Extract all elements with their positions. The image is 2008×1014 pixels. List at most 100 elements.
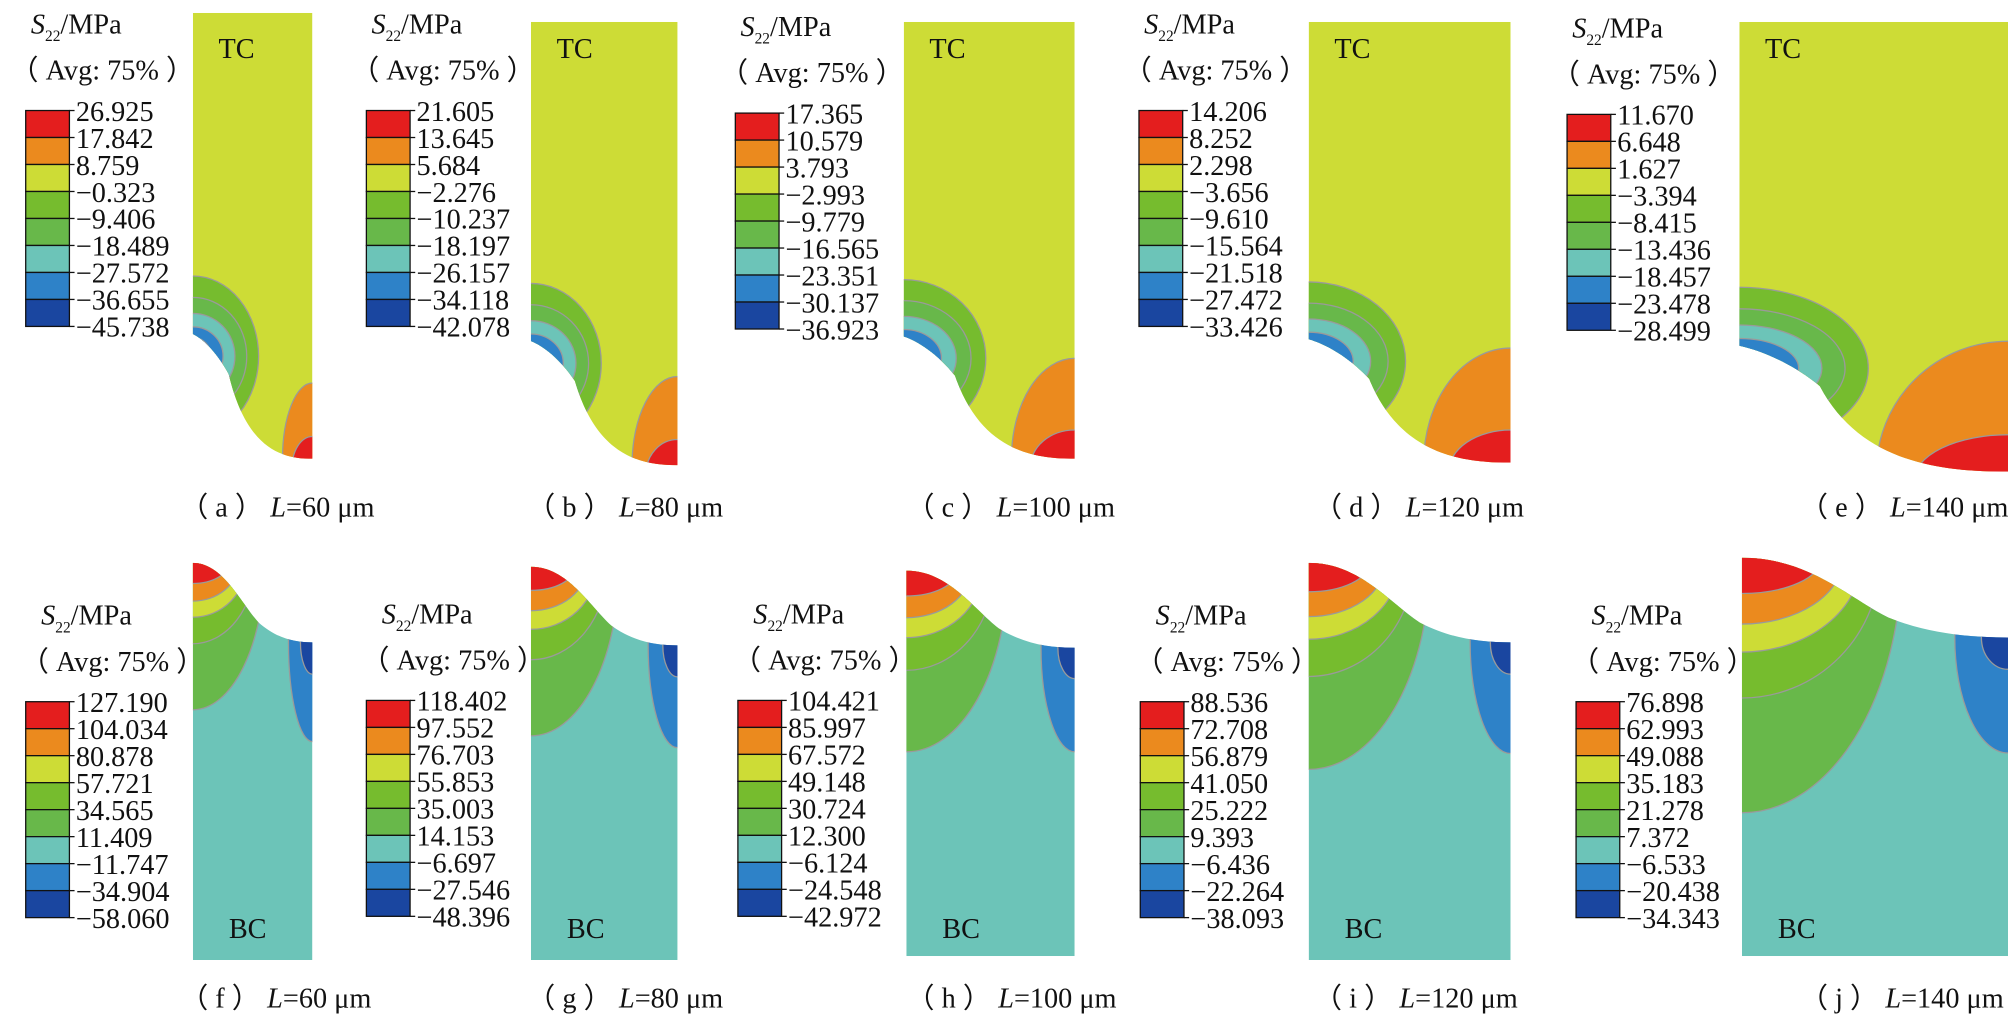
legend-title-subscript: 22 — [1606, 619, 1621, 636]
legend-swatch — [734, 193, 780, 222]
contour-band — [1741, 557, 1903, 814]
caption-value: 80 — [651, 493, 679, 524]
region-label: TC — [557, 34, 593, 65]
legend-title-symbol: S — [1572, 13, 1586, 44]
legend-title-unit: /MPa — [1602, 13, 1664, 44]
contour-band — [1489, 609, 1511, 675]
caption-variable: L — [1405, 493, 1422, 524]
legend-value: −23.478 — [1617, 290, 1711, 321]
legend-value: −23.351 — [785, 261, 879, 292]
legend-title: S22/MPa — [382, 599, 473, 635]
caption-value: 100 — [1028, 493, 1070, 524]
legend-title-subscript: 22 — [386, 28, 401, 45]
legend-swatch — [25, 755, 71, 784]
legend-value: 8.252 — [1189, 124, 1253, 155]
caption-paren-close: ） — [1843, 983, 1885, 1014]
legend-swatch — [1139, 862, 1185, 892]
legend-value: −18.197 — [417, 232, 511, 263]
legend-title-subscript: 22 — [767, 618, 782, 635]
legend-swatch — [1575, 728, 1621, 757]
contour-band — [1029, 429, 1075, 459]
legend-value: −27.572 — [76, 259, 170, 290]
legend-value: 14.153 — [417, 822, 495, 853]
legend-swatch — [1566, 248, 1612, 277]
caption-letter: a — [215, 493, 228, 524]
legend-title-unit: /MPa — [401, 9, 463, 40]
legend-swatch — [25, 163, 71, 193]
color-legend: S22/MPa （ Avg: 75% ） 118.40297.55276.70355… — [361, 599, 545, 933]
color-legend: S22/MPa （ Avg: 75% ） 104.42185.99767.57249… — [733, 599, 917, 933]
caption-space — [1480, 493, 1487, 524]
legend-value: 11.409 — [76, 823, 153, 854]
legend-swatch — [1139, 701, 1185, 730]
legend-title-symbol: S — [1156, 601, 1170, 632]
legend-swatch — [365, 888, 411, 917]
contour-band — [192, 562, 239, 602]
color-legend: S22/MPa （ Avg: 75% ） 14.2068.2522.298−3.65… — [1124, 9, 1308, 343]
legend-value: −11.747 — [76, 850, 169, 881]
legend-swatch — [365, 807, 411, 837]
caption-value: 100 — [1030, 984, 1072, 1014]
contour-band — [645, 438, 678, 466]
caption-equals: = — [286, 493, 302, 524]
legend-swatch — [365, 163, 411, 193]
legend-swatch — [737, 834, 783, 863]
legend-swatch — [25, 298, 71, 328]
panel-caption: （ d ） L=120 μm — [1314, 492, 1524, 524]
caption-variable: L — [1889, 493, 1906, 524]
caption-variable: L — [618, 493, 635, 524]
legend-value: 12.300 — [788, 822, 866, 853]
contour-band — [192, 562, 266, 711]
legend-averaging: （ Avg: 75% ） — [21, 646, 205, 678]
legend-value: −30.137 — [785, 288, 879, 319]
legend-value: −34.118 — [417, 286, 510, 317]
legend-value: 10.579 — [785, 126, 863, 157]
caption-space — [1072, 984, 1079, 1014]
legend-value: 26.925 — [76, 97, 154, 128]
region-label: TC — [1334, 34, 1370, 65]
legend-title: S22/MPa — [1156, 601, 1247, 637]
caption-space — [1964, 493, 1971, 524]
caption-paren-open: （ — [1314, 983, 1349, 1014]
legend-title: S22/MPa — [1591, 601, 1682, 637]
legend-value: 127.190 — [76, 688, 168, 719]
legend-swatch — [365, 109, 411, 139]
caption-paren-close: ） — [577, 492, 619, 524]
contour-band — [530, 566, 576, 592]
contour-band — [530, 343, 552, 383]
caption-paren-close: ） — [225, 983, 267, 1014]
caption-paren-open: （ — [1314, 492, 1349, 524]
legend-title-symbol: S — [41, 601, 55, 632]
legend-swatch — [1138, 163, 1184, 193]
caption-paren-open: （ — [906, 983, 941, 1014]
legend-swatch — [1566, 275, 1612, 304]
caption-variable: L — [1884, 984, 1901, 1014]
panel-caption: （ f ） L=60 μm — [180, 983, 371, 1014]
legend-value: 104.034 — [76, 715, 168, 746]
legend-value: −6.436 — [1190, 850, 1270, 881]
caption-letter: e — [1835, 493, 1848, 524]
contour-band — [291, 435, 313, 459]
panel-caption: （ c ） L=100 μm — [906, 492, 1115, 524]
legend-swatch — [1575, 701, 1621, 730]
legend-title-subscript: 22 — [45, 28, 60, 45]
legend-swatch — [25, 701, 71, 730]
legend-value: 76.898 — [1626, 688, 1704, 719]
legend-swatch — [365, 217, 411, 247]
caption-unit: μm — [334, 984, 371, 1014]
panel-i: BC S22/MPa （ Avg: 75% ） 88.53672.70856.8794… — [1135, 562, 1518, 1014]
caption-paren-open: （ — [527, 492, 562, 524]
color-legend: S22/MPa （ Avg: 75% ） 11.6706.6481.627−3.39… — [1552, 13, 1736, 347]
legend-title-subscript: 22 — [1170, 619, 1185, 636]
legend-value: 72.708 — [1190, 715, 1268, 746]
region-label: BC — [567, 914, 605, 945]
caption-equals: = — [1901, 984, 1917, 1014]
region-label: TC — [929, 34, 965, 65]
legend-title-unit: /MPa — [411, 599, 473, 630]
legend-title: S22/MPa — [372, 9, 463, 45]
legend-title-symbol: S — [31, 9, 45, 40]
caption-unit: μm — [1078, 493, 1115, 524]
caption-letter: b — [562, 493, 576, 524]
